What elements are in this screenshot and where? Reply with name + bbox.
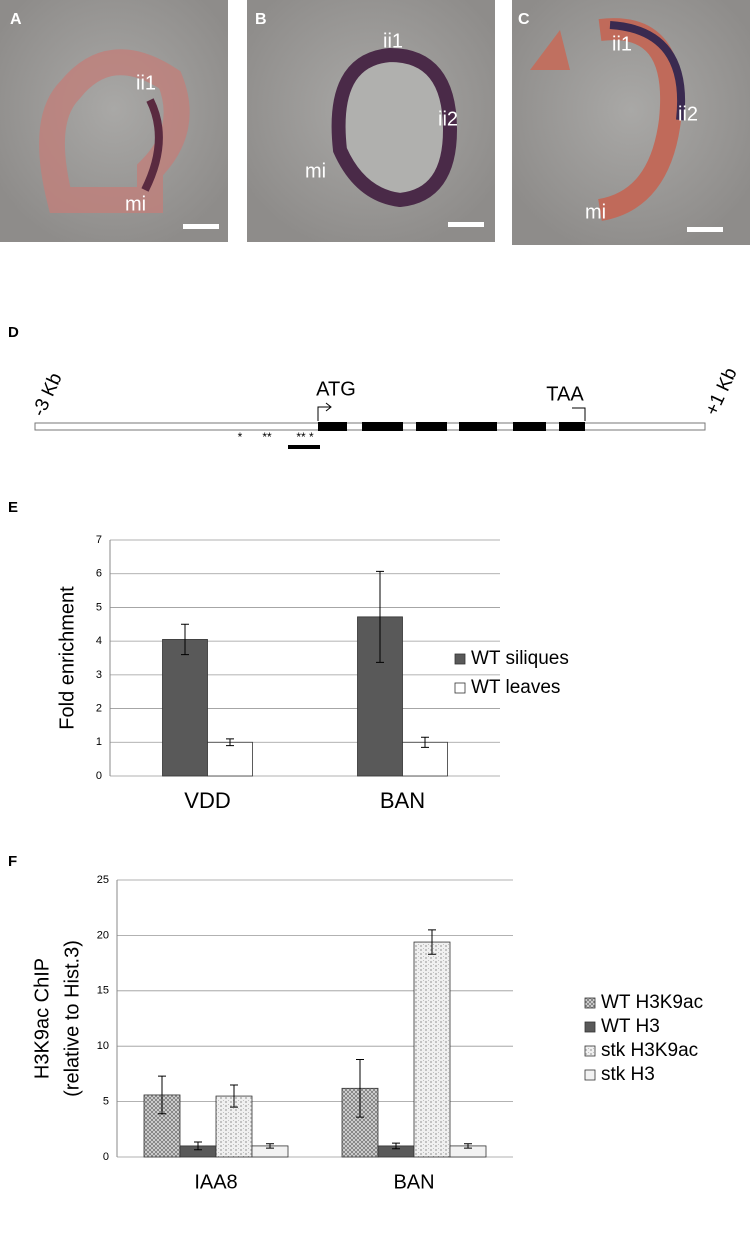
x-tick-label: BAN xyxy=(393,1171,434,1193)
panel-letter: C xyxy=(518,11,530,28)
micrograph-c: C ii1 ii2 mi xyxy=(512,0,750,245)
y-tick-label: 0 xyxy=(103,1151,109,1163)
error-bar xyxy=(194,1141,202,1151)
error-bar xyxy=(376,570,384,663)
y-tick-label: 20 xyxy=(97,929,109,941)
tissue-label: mi xyxy=(305,160,326,182)
exons xyxy=(318,422,585,431)
panel-letter: D xyxy=(8,324,19,341)
bar xyxy=(162,639,208,777)
y-axis-label: Fold enrichment xyxy=(56,586,78,730)
start-label: ATG xyxy=(316,378,356,400)
panel-letter: E xyxy=(8,499,18,516)
y-tick-label: 5 xyxy=(103,1096,109,1108)
legend-label: WT H3 xyxy=(601,1016,660,1037)
y-tick-label: 25 xyxy=(97,874,109,886)
error-bar xyxy=(421,736,429,748)
bar xyxy=(207,741,253,777)
error-bar xyxy=(356,1059,364,1118)
tissue-label: ii1 xyxy=(136,72,156,94)
site-mark: ** * xyxy=(296,430,314,444)
legend-label: stk H3K9ac xyxy=(601,1040,698,1061)
y-tick-label: 0 xyxy=(96,770,102,782)
y-tick-label: 1 xyxy=(96,736,102,748)
y-tick-label: 2 xyxy=(96,702,102,714)
tissue-label: mi xyxy=(125,193,146,215)
legend-swatch xyxy=(454,653,466,665)
panel-letter: A xyxy=(10,11,22,28)
error-bar xyxy=(428,929,436,955)
y-axis-label: H3K9ac ChIP xyxy=(31,958,53,1079)
error-bar xyxy=(266,1143,274,1149)
tissue-label: ii1 xyxy=(612,33,632,55)
bar xyxy=(413,941,451,1158)
y-tick-label: 5 xyxy=(96,601,102,613)
tissue-label: mi xyxy=(585,201,606,223)
x-tick-label: IAA8 xyxy=(194,1171,237,1193)
panel-letter: B xyxy=(255,11,267,28)
micrograph-a: A ii1 mi xyxy=(0,0,228,242)
y-tick-label: 10 xyxy=(97,1040,109,1052)
error-bar xyxy=(230,1084,238,1108)
legend-label: WT siliques xyxy=(471,648,569,669)
site-mark: * xyxy=(238,430,243,444)
left-label: -3 Kb xyxy=(28,370,66,420)
amplicon xyxy=(288,445,320,449)
y-tick-label: 15 xyxy=(97,985,109,997)
start-arrow xyxy=(317,402,332,421)
error-bar xyxy=(158,1075,166,1115)
legend-label: stk H3 xyxy=(601,1064,655,1085)
legend-swatch xyxy=(454,682,466,694)
y-tick-label: 3 xyxy=(96,669,102,681)
y-tick-label: 6 xyxy=(96,568,102,580)
x-tick-label: VDD xyxy=(184,788,230,813)
error-bar xyxy=(464,1143,472,1149)
charts: E 0 1 2 3 4 5 6 7 Fold enrichment VDD BAN WT silique… xyxy=(8,499,703,1193)
stop-label: TAA xyxy=(546,383,584,405)
panel-letter: F xyxy=(8,853,17,870)
gene-diagram: D ATG TAA -3 Kb +1 Kb * ** ** * xyxy=(8,324,742,449)
y-tick-label: 7 xyxy=(96,534,102,546)
legend-label: WT H3K9ac xyxy=(601,992,703,1013)
y-tick-label: 4 xyxy=(96,635,102,647)
tissue-label: ii2 xyxy=(438,108,458,130)
error-bar xyxy=(226,738,234,747)
micrograph-b: B ii1 ii2 mi xyxy=(247,0,495,242)
legend-swatch xyxy=(584,1069,596,1081)
tissue-label: ii1 xyxy=(383,30,403,52)
right-label: +1 Kb xyxy=(701,365,741,419)
tissue-label: ii2 xyxy=(678,103,698,125)
x-tick-label: BAN xyxy=(380,788,425,813)
stop-bracket xyxy=(572,407,586,421)
site-mark: ** xyxy=(262,430,272,444)
legend-label: WT leaves xyxy=(471,677,560,698)
legend-swatch xyxy=(584,1021,596,1033)
error-bar xyxy=(392,1142,400,1150)
error-bar xyxy=(181,623,189,656)
legend-swatch xyxy=(584,1045,596,1057)
legend-swatch xyxy=(584,997,596,1009)
y-axis-label: (relative to Hist.3) xyxy=(61,940,83,1097)
